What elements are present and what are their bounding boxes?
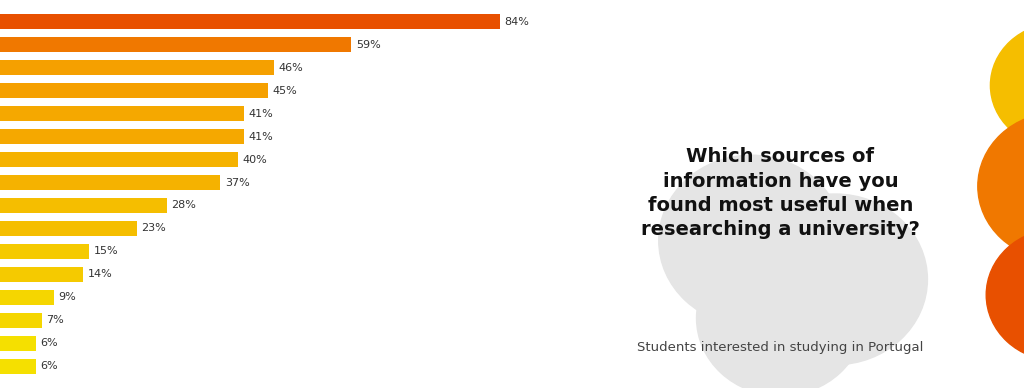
Text: 37%: 37% [225,177,250,187]
Bar [0,222,137,236]
Bar [0,290,53,305]
Text: 6%: 6% [41,362,58,371]
Text: 59%: 59% [355,40,381,50]
Text: 14%: 14% [88,270,113,279]
Text: 9%: 9% [58,293,76,303]
Bar [0,175,220,190]
Bar [0,152,238,166]
Text: 84%: 84% [505,17,529,26]
Text: 6%: 6% [41,338,58,348]
Text: 28%: 28% [171,201,197,211]
Bar [0,129,244,144]
Text: Which sources of
information have you
found most useful when
researching a unive: Which sources of information have you fo… [641,147,920,239]
Circle shape [658,155,844,326]
Circle shape [986,229,1024,361]
Bar [0,37,351,52]
Bar [0,198,167,213]
Bar [0,61,273,74]
Circle shape [696,241,864,388]
Circle shape [990,23,1024,147]
Circle shape [742,194,928,365]
Text: 15%: 15% [94,246,119,256]
Text: 23%: 23% [141,223,166,234]
Text: 45%: 45% [272,85,297,95]
Bar [0,336,36,351]
Text: 40%: 40% [243,154,267,165]
Bar [0,106,244,121]
Bar [0,359,36,374]
Bar [0,244,89,259]
Bar [0,267,83,282]
Text: Students interested in studying in Portugal: Students interested in studying in Portu… [637,341,924,355]
Bar [0,83,267,98]
Text: 46%: 46% [279,62,303,73]
Text: 41%: 41% [249,132,273,142]
Bar [0,314,42,327]
Text: 41%: 41% [249,109,273,118]
Bar [0,14,500,29]
Text: 7%: 7% [46,315,65,326]
Circle shape [978,113,1024,260]
